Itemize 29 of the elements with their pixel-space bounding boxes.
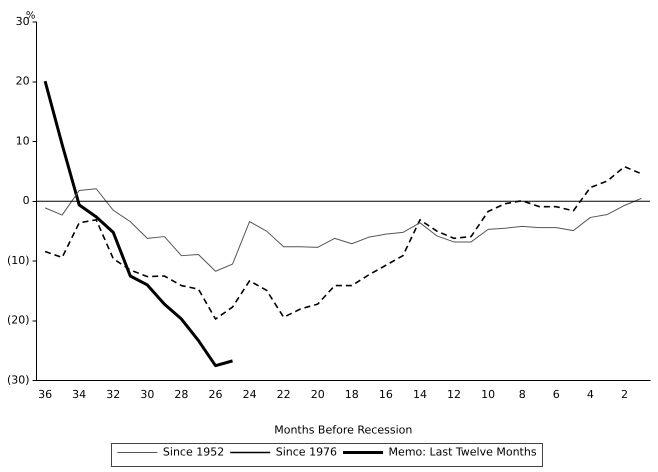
legend-label: Since 1976 bbox=[276, 445, 338, 458]
y-tick-label: 10 bbox=[16, 134, 30, 148]
x-tick-label: 34 bbox=[72, 388, 86, 402]
x-tick-label: 8 bbox=[518, 388, 526, 402]
x-tick-label: 4 bbox=[586, 388, 594, 402]
legend-label: Since 1952 bbox=[162, 445, 224, 458]
x-tick-label: 28 bbox=[174, 388, 188, 402]
y-tick-label: 30 bbox=[16, 14, 30, 28]
x-tick-label: 24 bbox=[242, 388, 257, 402]
x-tick-label: 20 bbox=[310, 388, 325, 402]
x-tick-label: 30 bbox=[140, 388, 154, 402]
x-tick-label: 16 bbox=[378, 388, 393, 402]
x-tick-label: 32 bbox=[106, 388, 120, 402]
x-tick-label: 26 bbox=[208, 388, 222, 402]
x-tick-label: 22 bbox=[276, 388, 291, 402]
x-tick-label: 12 bbox=[447, 388, 462, 402]
x-tick-label: 2 bbox=[620, 388, 628, 402]
x-tick-label: 14 bbox=[412, 388, 427, 402]
y-tick-label: 0 bbox=[22, 194, 30, 208]
x-tick-label: 36 bbox=[38, 388, 52, 402]
y-tick-label: (20) bbox=[6, 314, 30, 327]
y-tick-label: (30) bbox=[6, 373, 30, 386]
y-tick-label: 20 bbox=[16, 74, 30, 88]
x-tick-label: 18 bbox=[344, 388, 359, 402]
y-tick-label: (10) bbox=[6, 254, 30, 267]
x-tick-label: 10 bbox=[481, 388, 496, 402]
x-axis-title: Months Before Recession bbox=[274, 423, 412, 436]
x-tick-label: 6 bbox=[552, 388, 560, 402]
legend-label: Memo: Last Twelve Months bbox=[388, 445, 537, 458]
